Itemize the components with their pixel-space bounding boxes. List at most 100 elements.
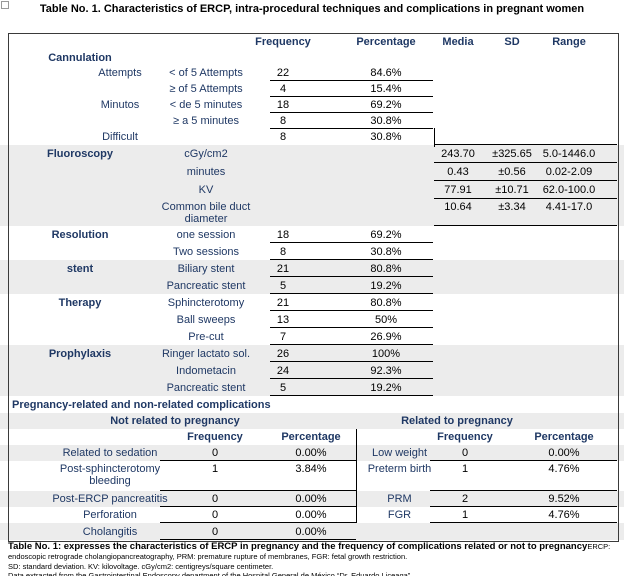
sd-value: ±325.65 — [492, 148, 532, 160]
table-header-row: Frequency Percentage Media SD Range — [0, 33, 624, 51]
percentage-value: 84.6% — [370, 67, 402, 79]
frequency-value: 18 — [276, 99, 290, 111]
row-item-label: ≥ a 5 minutes — [173, 115, 239, 127]
footnote-units: SD: standard deviation. KV: kilovoltage.… — [8, 561, 274, 571]
row-item-label: Pancreatic stent — [166, 279, 246, 292]
complications-row: Perforation 0 0.00% FGR 1 4.76% — [0, 507, 624, 523]
row-rule — [430, 506, 617, 507]
ercp-table: Frequency Percentage Media SD Range Cann… — [0, 33, 624, 540]
row-rule — [270, 80, 433, 81]
frequency-value: 4 — [279, 83, 287, 95]
row-item-label: KV — [198, 184, 214, 196]
fluoroscopy-cell-left-rule — [434, 128, 435, 147]
subsection-label: Difficult — [102, 131, 138, 143]
row-rule — [270, 310, 433, 311]
object-anchor-mark — [1, 1, 9, 9]
range-value: 4.41-17.0 — [545, 201, 593, 213]
percentage-value: 30.8% — [370, 245, 402, 258]
row-rule — [270, 128, 433, 129]
percentage-value: 19.2% — [370, 279, 402, 292]
row-item-label: Ball sweeps — [176, 313, 236, 326]
range-value: 5.0-1446.0 — [542, 148, 596, 160]
sd-value: ±0.56 — [498, 166, 526, 178]
complications-header-row: Pregnancy-related and non-related compli… — [0, 396, 624, 413]
table-row: Cannulation — [0, 51, 624, 65]
complication-label: Related to sedation — [62, 447, 158, 459]
table-row: Therapy Sphincterotomy 21 80.8% — [0, 294, 624, 311]
table-row: Prophylaxis Ringer lactato sol. 26 100% — [0, 345, 624, 362]
row-rule — [270, 327, 433, 328]
table-row: Indometacin 24 92.3% — [0, 362, 624, 379]
percentage-value: 80.8% — [370, 296, 402, 309]
range-value: 62.0-100.0 — [542, 184, 596, 196]
complications-section-title: Pregnancy-related and non-related compli… — [12, 398, 271, 411]
section-label: Cannulation — [48, 52, 112, 64]
percentage-value: 69.2% — [370, 99, 402, 111]
table-row: Pancreatic stent 5 19.2% — [0, 277, 624, 294]
right-frequency-header: Frequency — [437, 431, 493, 443]
row-rule — [270, 361, 433, 362]
media-value: 10.64 — [444, 201, 472, 213]
percentage-value: 92.3% — [370, 364, 402, 377]
frequency-value: 7 — [279, 330, 287, 343]
row-rule — [270, 395, 433, 396]
frequency-value: 8 — [279, 131, 287, 143]
complications-divider-rule — [356, 429, 357, 523]
section-label: Fluoroscopy — [46, 148, 113, 160]
complication-label: Low weight — [371, 447, 428, 459]
complication-label: FGR — [387, 509, 412, 521]
row-rule — [160, 539, 356, 540]
row-item-label: Pre-cut — [188, 330, 224, 343]
percentage-value: 3.84% — [295, 463, 327, 475]
table-row: stent Biliary stent 21 80.8% — [0, 260, 624, 277]
row-item-label: ≥ of 5 Attempts — [169, 83, 243, 95]
percentage-value: 100% — [371, 347, 401, 360]
row-item-label: Common bile duct diameter — [161, 200, 251, 225]
table-row: Attempts < of 5 Attempts 22 84.6% — [0, 65, 624, 81]
row-rule — [270, 276, 433, 277]
percentage-value: 30.8% — [370, 115, 402, 127]
frequency-value: 5 — [279, 279, 287, 292]
frequency-value: 0 — [461, 447, 469, 459]
frequency-value: 0 — [211, 509, 219, 521]
section-label: Resolution — [51, 228, 109, 241]
table-row: Two sessions 8 30.8% — [0, 243, 624, 260]
subtable-title-related: Related to pregnancy — [401, 415, 513, 427]
complication-label: Post-ERCP pancreatitis — [52, 493, 168, 505]
table-row: Pre-cut 7 26.9% — [0, 328, 624, 345]
row-rule — [160, 490, 356, 491]
fluoroscopy-cell-top-rule — [434, 144, 617, 145]
percentage-value: 19.2% — [370, 381, 402, 394]
left-frequency-header: Frequency — [187, 431, 243, 443]
row-item-label: cGy/cm2 — [184, 148, 228, 160]
frequency-value: 26 — [276, 347, 290, 360]
frequency-value: 13 — [276, 313, 290, 326]
left-percentage-header: Percentage — [281, 431, 341, 443]
row-rule — [434, 225, 617, 226]
row-rule — [270, 96, 433, 97]
row-rule — [270, 378, 433, 379]
right-percentage-header: Percentage — [534, 431, 594, 443]
row-rule — [434, 198, 617, 199]
table-row: KV 77.91 ±10.71 62.0-100.0 — [0, 181, 624, 199]
row-rule — [270, 242, 433, 243]
section-label: stent — [66, 262, 94, 275]
column-header-media: Media — [442, 36, 474, 48]
percentage-value: 4.76% — [548, 463, 580, 475]
complications-column-header-row: Frequency Percentage Frequency Percentag… — [0, 429, 624, 445]
row-item-label: minutes — [186, 166, 226, 178]
complication-label: Cholangitis — [82, 525, 138, 538]
row-item-label: Indometacin — [176, 364, 236, 377]
section-label: Prophylaxis — [48, 347, 112, 360]
column-header-sd: SD — [504, 36, 520, 48]
percentage-value: 9.52% — [548, 493, 580, 505]
percentage-value: 0.00% — [548, 447, 580, 459]
table-row: ≥ of 5 Attempts 4 15.4% — [0, 81, 624, 97]
range-value: 0.02-2.09 — [545, 166, 593, 178]
frequency-value: 0 — [211, 493, 219, 505]
percentage-value: 30.8% — [370, 131, 402, 143]
table-caption: Table No. 1: expresses the characteristi… — [8, 541, 616, 576]
table-title: Table No. 1. Characteristics of ERCP, in… — [39, 3, 585, 15]
section-label: Therapy — [58, 296, 102, 309]
footnote-source: Data extracted from the Gastrointestinal… — [8, 571, 411, 576]
